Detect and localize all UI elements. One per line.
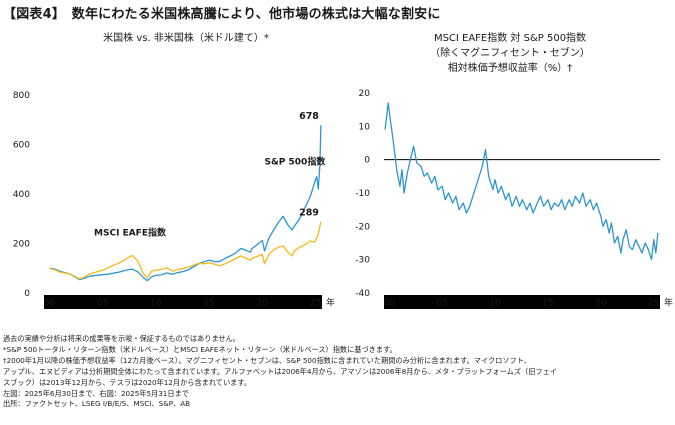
left-chart-x-tick-label: 00 xyxy=(44,299,56,309)
left-chart-series-end-label: 678 xyxy=(299,111,319,122)
right-chart-y-tick-label: -10 xyxy=(355,189,370,199)
footnote-line: スブック）は2013年12月から、テスラは2020年12月から含まれています。 xyxy=(3,377,252,387)
right-chart-title-line-2: （除くマグニフィセント・セブン） xyxy=(430,48,590,59)
right-chart-x-tick-label: 00 xyxy=(384,299,396,309)
footnote-line: 過去の実績や分析は将来の成果等を示唆・保証するものではありません。 xyxy=(3,334,240,343)
right-chart-title: MSCI EAFE指数 対 S&P 500指数 （除くマグニフィセント・セブン）… xyxy=(360,31,660,76)
footnote-line: アップル、エヌビディアは分析期間全体にわたって含まれています。アルファベットは2… xyxy=(3,366,557,376)
left-chart-title-text: 米国株 vs. 非米国株（米ドル建て）* xyxy=(103,33,269,44)
right-chart-x-unit-label: 年 xyxy=(664,297,673,309)
right-chart-x-axis-bar xyxy=(384,295,660,309)
footnotes: 過去の実績や分析は将来の成果等を示唆・保証するものではありません。 *S&P 5… xyxy=(3,334,671,410)
right-chart-x-tick-label: 15 xyxy=(542,299,553,309)
footnote-line: 出所：ファクトセット、LSEG I/B/E/S、MSCI、S&P、AB xyxy=(3,399,191,409)
right-chart-y-tick-label: 10 xyxy=(359,122,371,132)
left-chart-y-tick-label: 400 xyxy=(13,190,30,200)
left-chart-y-tick-label: 800 xyxy=(13,91,30,101)
left-chart-series-annotation: S&P 500指数 xyxy=(264,155,326,167)
left-chart-x-unit-label: 年 xyxy=(326,297,335,309)
footnote-line: *S&P 500トータル・リターン指数（米ドルベース）とMSCI EAFEネット… xyxy=(3,344,397,354)
left-chart-y-tick-label: 0 xyxy=(24,289,30,299)
right-chart-y-tick-label: -20 xyxy=(355,222,370,232)
left-chart-title: 米国株 vs. 非米国株（米ドル建て）* xyxy=(36,31,336,46)
left-chart-x-tick-label: 20 xyxy=(257,299,269,309)
left-chart-series-end-label: 289 xyxy=(299,207,319,218)
right-chart-y-tick-label: 20 xyxy=(359,89,371,99)
right-chart-title-line-3: 相対株価予想収益率（%）† xyxy=(447,63,573,74)
right-chart-y-tick-label: 0 xyxy=(364,156,370,166)
left-chart-y-tick-label: 200 xyxy=(13,240,30,250)
right-chart-y-tick-label: -40 xyxy=(355,289,370,299)
right-chart-y-tick-label: -30 xyxy=(355,256,370,266)
right-chart-x-tick-label: 10 xyxy=(489,299,501,309)
left-chart-series-line-1 xyxy=(49,221,322,280)
footnote-line: †2000年1月以降の株価予想収益率（12カ月後ベース）。マグニフィセント・セブ… xyxy=(3,355,531,365)
right-chart-x-tick-label: 20 xyxy=(595,299,607,309)
footnote-line: 左図：2025年6月30日まで、右図：2025年5月31日まで xyxy=(3,388,189,398)
left-chart-x-tick-label: 10 xyxy=(150,299,162,309)
right-chart-x-tick-label: 25 xyxy=(648,299,659,309)
left-chart-y-tick-label: 600 xyxy=(13,141,30,151)
figure-title: 【図表4】 数年にわたる米国株高騰により、他市場の株式は大幅な割安に xyxy=(3,7,441,22)
left-chart-series-line-0 xyxy=(49,125,322,282)
right-chart-series-line-0 xyxy=(384,102,659,261)
left-chart-x-axis-bar xyxy=(44,295,322,309)
left-chart-series-annotation: MSCI EAFE指数 xyxy=(94,227,167,239)
left-chart-x-tick-label: 15 xyxy=(203,299,214,309)
right-chart-x-tick-label: 05 xyxy=(436,299,447,309)
left-chart-x-tick-label: 25 xyxy=(310,299,321,309)
right-chart-title-line-1: MSCI EAFE指数 対 S&P 500指数 xyxy=(433,33,587,44)
left-chart-x-tick-label: 05 xyxy=(97,299,108,309)
